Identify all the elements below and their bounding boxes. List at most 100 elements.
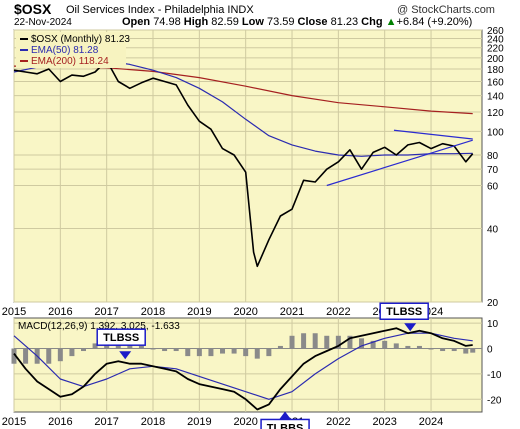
up-arrow-icon [279, 411, 292, 420]
macd-histogram-bar [382, 340, 388, 349]
chg-value: +6.84 (+9.20%) [396, 16, 473, 28]
macd-histogram-bar [312, 333, 318, 349]
price-y-tick-label: 140 [487, 92, 504, 103]
price-y-tick-label: 180 [487, 65, 504, 76]
watermark: @ StockCharts.com [397, 4, 495, 16]
macd-histogram-bar [173, 348, 179, 352]
macd-histogram-bar [428, 348, 434, 350]
macd-x-tick-label: 2023 [372, 416, 396, 428]
macd-x-tick-label: 2022 [326, 416, 350, 428]
macd-histogram-bar [440, 348, 446, 352]
price-y-tick-label: 60 [487, 181, 499, 192]
macd-histogram-bar [243, 348, 249, 357]
macd-histogram-bar [405, 345, 411, 349]
price-y-tick-label: 40 [487, 224, 499, 235]
macd-histogram-bar [185, 348, 191, 357]
macd-histogram-bar [324, 335, 330, 349]
macd-histogram-bar [57, 348, 63, 362]
macd-histogram-bar [127, 343, 133, 349]
close-value: 81.23 [330, 16, 359, 28]
macd-histogram-bar [11, 348, 17, 364]
macd-histogram-bar [463, 348, 469, 354]
macd-histogram-bar [231, 348, 237, 354]
macd-histogram-bar [254, 348, 260, 359]
price-x-tick-label: 2016 [48, 306, 72, 318]
macd-y-tick-label: -10 [487, 370, 502, 381]
price-x-tick-label: 2019 [187, 306, 211, 318]
macd-x-tick-label: 2019 [187, 416, 211, 428]
macd-histogram-bar [208, 348, 214, 357]
macd-y-tick-label: 10 [487, 319, 499, 330]
macd-x-tick-label: 2020 [233, 416, 257, 428]
price-y-tick-label: 160 [487, 77, 504, 88]
macd-histogram-bar [46, 348, 52, 364]
macd-histogram-bar [393, 343, 399, 349]
price-y-tick-label: 100 [487, 127, 504, 138]
macd-histogram-bar [92, 343, 98, 349]
macd-title: MACD(12,26,9) 1.392, 3.025, -1.633 [18, 321, 180, 332]
open-label: Open [122, 16, 151, 28]
macd-x-tick-label: 2018 [141, 416, 165, 428]
close-label: Close [297, 16, 328, 28]
price-y-tick-label: 20 [487, 298, 499, 309]
legend-entry: EMA(50) 81.28 [31, 45, 99, 56]
price-legend-box [16, 32, 126, 68]
low-value: 73.59 [266, 16, 295, 28]
macd-histogram-bar [277, 345, 283, 349]
macd-y-tick-label: 0 [487, 344, 493, 355]
macd-histogram-bar [266, 348, 272, 357]
high-label: High [183, 16, 209, 28]
macd-histogram-bar [69, 348, 75, 357]
up-triangle-icon: ▲ [385, 16, 397, 28]
annotation-box [96, 328, 146, 346]
macd-histogram-bar [138, 345, 144, 349]
price-y-tick-label: 80 [487, 151, 499, 162]
macd-histogram-bar [81, 348, 87, 352]
price-y-tick-label: 220 [487, 44, 504, 55]
low-label: Low [241, 16, 264, 28]
macd-histogram-bar [347, 335, 353, 349]
macd-x-tick-label: 2024 [419, 416, 443, 428]
macd-histogram-bar [289, 335, 295, 349]
macd-histogram-bar [370, 340, 376, 349]
price-y-tick-label: 120 [487, 108, 504, 119]
macd-histogram-bar [162, 348, 168, 352]
macd-histogram-bar [451, 348, 457, 352]
trendline [326, 139, 473, 187]
macd-histogram-bar [196, 348, 202, 357]
legend-entry: $OSX (Monthly) 81.23 [31, 34, 130, 45]
price-y-tick-label: 200 [487, 54, 504, 65]
price-x-tick-label: 2017 [94, 306, 118, 318]
chg-label: Chg [361, 16, 383, 28]
price-y-tick-label: 70 [487, 165, 499, 176]
macd-histogram-bar [335, 335, 341, 349]
ticker-symbol: $OSX [14, 1, 52, 17]
high-value: 82.59 [211, 16, 239, 28]
price-y-tick-label: 260 [487, 26, 504, 37]
open-value: 74.98 [153, 16, 181, 28]
price-x-tick-label: 2020 [233, 306, 257, 318]
annotation-label: TLBBS [267, 422, 304, 429]
trendline [393, 129, 473, 140]
price-x-tick-label: 2018 [141, 306, 165, 318]
macd-signal-line [13, 332, 473, 400]
index-name: Oil Services Index - Philadelphia INDX [66, 4, 254, 16]
price-x-tick-label: 2022 [326, 306, 350, 318]
macd-histogram-bar [23, 348, 29, 364]
down-arrow-icon [404, 323, 417, 332]
macd-line [13, 327, 473, 411]
macd-y-tick-label: -20 [487, 395, 502, 406]
price-y-tick-label: 240 [487, 34, 504, 45]
macd-x-tick-label: 2016 [48, 416, 72, 428]
down-arrow-icon [119, 351, 132, 360]
legend-entry: EMA(200) 118.24 [31, 56, 109, 67]
price-x-tick-label: 2015 [2, 306, 26, 318]
price-x-tick-label: 2021 [280, 306, 304, 318]
macd-histogram-bar [220, 348, 226, 354]
ohlc-readout: Open 74.98 High 82.59 Low 73.59 Close 81… [122, 16, 472, 28]
macd-histogram-bar [470, 348, 476, 353]
macd-histogram-bar [150, 348, 156, 350]
macd-histogram-bar [359, 338, 365, 349]
